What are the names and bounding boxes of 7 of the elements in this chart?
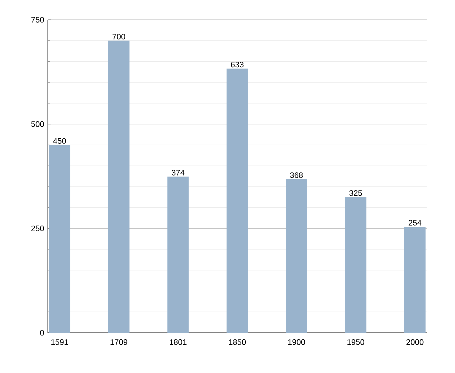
bar: [404, 227, 426, 333]
bar: [49, 145, 71, 333]
bar: [168, 176, 189, 333]
bar: [286, 179, 308, 333]
bar: [108, 40, 130, 333]
bar: [345, 197, 367, 333]
bar: [226, 68, 248, 333]
